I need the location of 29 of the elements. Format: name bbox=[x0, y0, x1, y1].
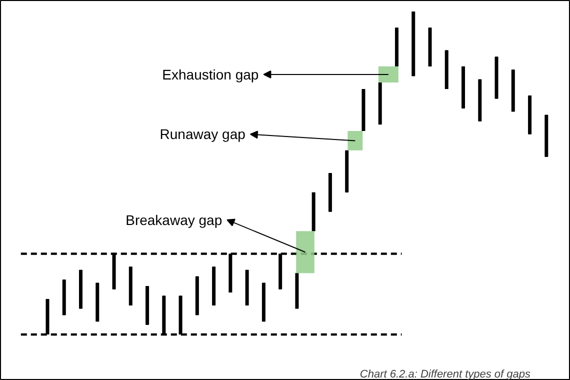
candlestick bbox=[328, 173, 332, 212]
candlestick bbox=[462, 66, 465, 108]
candlestick bbox=[478, 79, 482, 122]
candlestick bbox=[394, 28, 398, 66]
candlestick bbox=[195, 276, 199, 316]
candlestick bbox=[412, 12, 416, 76]
candlestick bbox=[528, 95, 532, 134]
candlestick bbox=[511, 70, 515, 112]
candlestick bbox=[62, 280, 66, 316]
annotation: Exhaustion gap bbox=[162, 66, 259, 82]
candlestick bbox=[79, 270, 83, 309]
annotation: Breakaway gap bbox=[126, 212, 222, 228]
candlestick bbox=[428, 28, 432, 66]
candlestick bbox=[262, 282, 266, 322]
candlestick bbox=[544, 114, 548, 157]
candlestick bbox=[378, 82, 382, 125]
caption: Chart 6.2.a: Different types of gaps bbox=[360, 368, 531, 380]
candlestick bbox=[212, 266, 216, 306]
candlestick bbox=[444, 50, 448, 90]
annotation: Runaway gap bbox=[160, 126, 246, 142]
candlestick bbox=[146, 286, 150, 325]
candlestick bbox=[312, 192, 316, 232]
candlestick bbox=[494, 56, 498, 99]
candlestick bbox=[345, 150, 349, 192]
candlestick bbox=[245, 270, 249, 306]
candlestick bbox=[96, 282, 100, 322]
candlestick bbox=[295, 273, 299, 309]
candlestick bbox=[362, 89, 366, 132]
candlestick bbox=[128, 266, 132, 306]
